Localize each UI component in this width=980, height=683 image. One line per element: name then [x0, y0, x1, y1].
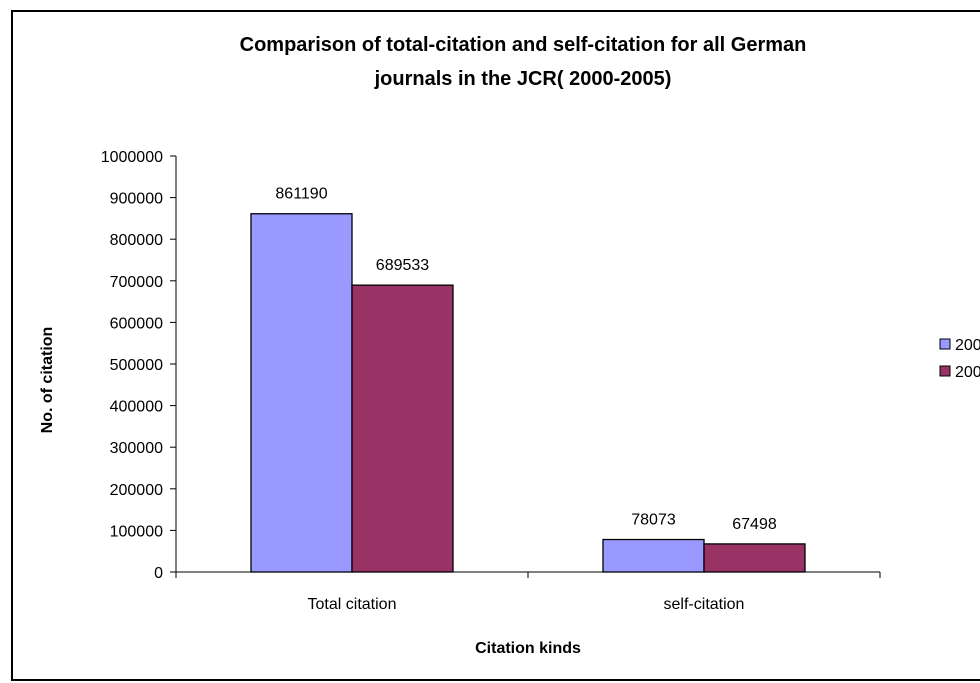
bar: [602, 538, 705, 573]
bar: [250, 213, 353, 573]
legend-label: 2005: [955, 337, 980, 354]
y-tick-label: 200000: [110, 482, 163, 499]
y-tick-label: 600000: [110, 315, 163, 332]
y-tick-label: 900000: [110, 191, 163, 208]
bar: [703, 543, 806, 573]
chart-frame: [11, 10, 980, 681]
legend-label: 2000: [955, 364, 980, 381]
bar: [351, 284, 454, 573]
x-tick-label: Total citation: [308, 596, 397, 613]
legend-swatch: [939, 365, 951, 377]
y-tick-label: 700000: [110, 274, 163, 291]
data-label: 689533: [376, 257, 429, 274]
y-tick-label: 500000: [110, 357, 163, 374]
y-tick-label: 800000: [110, 232, 163, 249]
y-tick-label: 1000000: [101, 149, 163, 166]
y-tick-label: 400000: [110, 399, 163, 416]
y-tick-label: 0: [154, 565, 163, 582]
plot-area: 0 100000 200000 300000 400000 500000 600000 700…: [101, 149, 881, 613]
data-label: 67498: [732, 516, 777, 533]
y-tick-label: 300000: [110, 440, 163, 457]
legend-swatch: [939, 338, 951, 350]
legend: 2005 2000: [939, 337, 980, 381]
x-axis-title: Citation kinds: [475, 640, 581, 657]
y-axis-title: No. of citation: [39, 327, 56, 434]
y-tick-label: 100000: [110, 523, 163, 540]
x-tick-label: self-citation: [664, 596, 745, 613]
data-label: 861190: [275, 186, 327, 203]
data-label: 78073: [631, 512, 676, 529]
chart-title-line-2: journals in the JCR( 2000-2005): [374, 68, 672, 90]
chart-title-line-1: Comparison of total-citation and self-ci…: [240, 34, 807, 56]
